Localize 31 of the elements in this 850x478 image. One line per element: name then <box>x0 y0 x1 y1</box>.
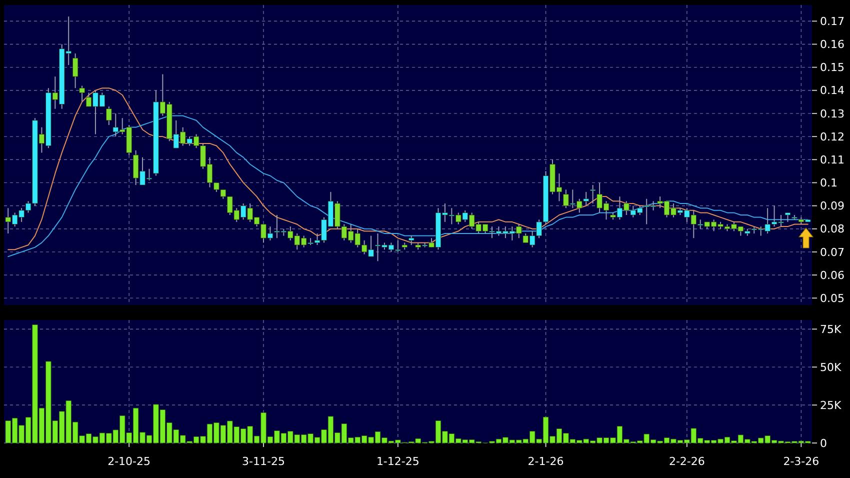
y-tick-label: 0 <box>820 436 827 450</box>
y-tick-label: 0.05 <box>820 292 844 305</box>
y-tick-label: 0.06 <box>820 268 844 282</box>
x-tick-label: 1-12-25 <box>376 455 420 468</box>
candlestick <box>106 106 112 126</box>
y-tick-label: 25K <box>820 398 842 412</box>
y-tick-label: 0.14 <box>820 84 844 98</box>
y-tick-label: 0.11 <box>820 153 844 166</box>
y-tick-label: 0.09 <box>820 200 844 213</box>
candlestick <box>590 184 596 204</box>
y-tick-label: 0.13 <box>820 107 844 120</box>
y-tick-label: 0.16 <box>820 38 844 52</box>
y-tick-label: 0.15 <box>820 61 844 74</box>
x-tick-label: 2-2-26 <box>668 455 705 468</box>
line-series <box>8 115 808 258</box>
y-tick-label: 0.08 <box>820 222 844 236</box>
y-tick-label: 0.1 <box>820 176 838 190</box>
candlestick <box>408 235 414 246</box>
y-tick-label: 0.07 <box>820 246 844 259</box>
y-tick-label: 0.17 <box>820 15 844 28</box>
x-tick-label: 2-10-25 <box>108 455 151 468</box>
candlestick <box>72 52 78 89</box>
candlestick <box>79 85 85 102</box>
y-tick-label: 0.12 <box>820 130 844 144</box>
x-tick-label: 2-1-26 <box>528 455 564 468</box>
line-series <box>8 88 808 250</box>
y-tick-label: 50K <box>820 360 842 374</box>
x-tick-label: 3-11-25 <box>242 455 285 468</box>
candlestick <box>784 212 791 222</box>
x-tick-label: 2-3-26 <box>783 455 820 468</box>
y-tick-label: 75K <box>820 322 842 336</box>
